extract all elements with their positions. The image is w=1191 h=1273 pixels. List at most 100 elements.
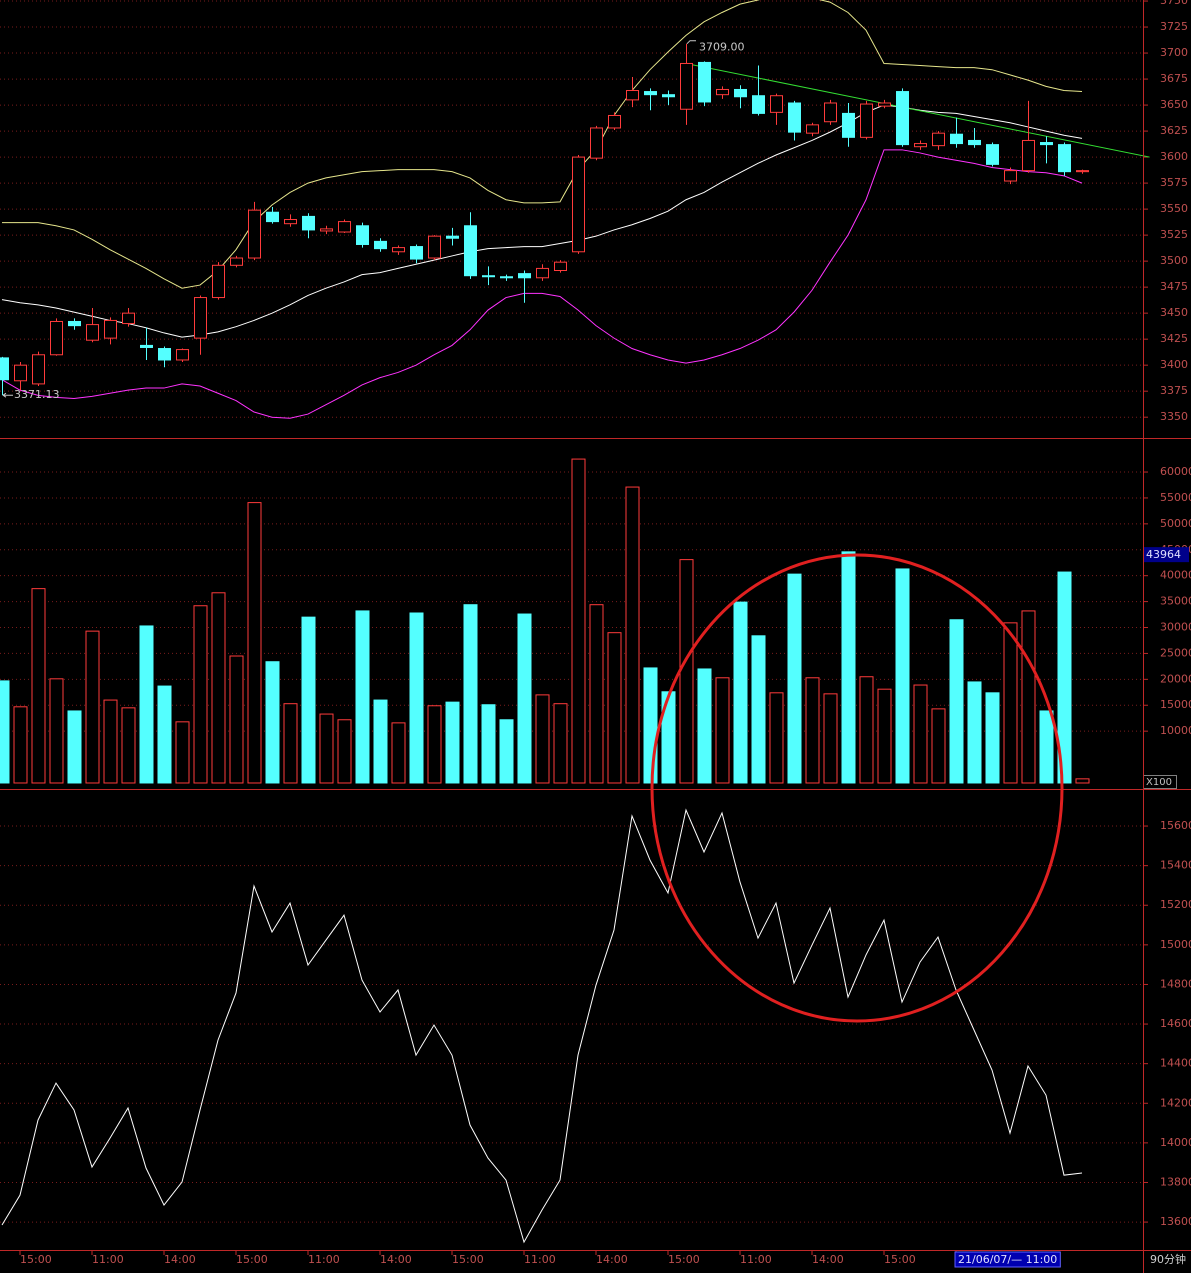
candle-body <box>230 257 243 266</box>
volume-bar <box>229 655 244 784</box>
volume-bar <box>319 713 334 784</box>
volume-bar <box>931 708 946 784</box>
candle-body <box>194 297 207 339</box>
candle-body <box>806 124 819 134</box>
volume-bar <box>337 719 352 784</box>
candle-body <box>986 144 999 165</box>
volume-bar <box>31 588 46 784</box>
candle-body <box>68 320 81 327</box>
volume-bar <box>0 680 10 784</box>
y-tick-label: 14800 <box>1160 977 1191 990</box>
volume-bar <box>301 616 316 784</box>
y-tick-label: 13600 <box>1160 1215 1191 1228</box>
volume-bar <box>661 691 676 784</box>
candle-body <box>1022 139 1035 172</box>
candle-body <box>662 94 675 98</box>
volume-bar <box>535 694 550 784</box>
candle-body <box>752 95 765 114</box>
y-tick-label: 15200 <box>1160 898 1191 911</box>
y-tick-label: 3600 <box>1160 150 1188 163</box>
candle-body <box>248 209 261 259</box>
volume-bar <box>427 705 442 784</box>
candle-body <box>734 88 747 98</box>
volume-bar <box>391 722 406 784</box>
volume-bar <box>211 592 226 784</box>
volume-bar <box>517 613 532 784</box>
x-tick-label: 11:00 <box>740 1253 772 1266</box>
volume-bar <box>1021 610 1036 784</box>
y-tick-label: 3700 <box>1160 46 1188 59</box>
candle-body <box>680 62 693 110</box>
volume-bar <box>715 677 730 784</box>
y-tick-label: 3625 <box>1160 124 1188 137</box>
candle-body <box>842 112 855 138</box>
candle-body <box>356 225 369 245</box>
volume-bar <box>499 719 514 784</box>
candle-body <box>158 348 171 361</box>
x-tick-label: 14:00 <box>812 1253 844 1266</box>
volume-bar <box>49 678 64 784</box>
volume-bar <box>625 486 640 784</box>
y-tick-label: 3425 <box>1160 332 1188 345</box>
x-tick-label: 14:00 <box>380 1253 412 1266</box>
volume-bar <box>697 668 712 784</box>
volume-bar <box>733 601 748 784</box>
volume-bar <box>139 625 154 784</box>
high-marker-line <box>686 40 696 45</box>
candle-body <box>536 267 549 279</box>
x-tick-label: 15:00 <box>668 1253 700 1266</box>
candle-body <box>500 276 513 279</box>
candle-body <box>1040 142 1053 146</box>
candle-body <box>572 156 585 253</box>
candle-body <box>464 225 477 277</box>
candle-body <box>968 139 981 146</box>
candle-body <box>374 240 387 250</box>
volume-bar <box>643 667 658 784</box>
volume-bar <box>103 699 118 784</box>
volume-bar <box>751 635 766 784</box>
candle-body <box>266 211 279 223</box>
candle-body <box>104 319 117 339</box>
current-volume-label: 43964 <box>1146 548 1181 561</box>
volume-bar <box>895 568 910 784</box>
candle-body <box>950 133 963 145</box>
volume-bar <box>553 703 568 784</box>
y-tick-label: 14400 <box>1160 1057 1191 1070</box>
x-tick-label: 14:00 <box>596 1253 628 1266</box>
candle-body <box>518 273 531 279</box>
candle-body <box>302 215 315 231</box>
y-tick-label: 14200 <box>1160 1096 1191 1109</box>
volume-bar <box>409 612 424 784</box>
y-tick-label: 3725 <box>1160 20 1188 33</box>
candle-body <box>212 264 225 299</box>
candle-body <box>824 102 837 123</box>
candle-body <box>1076 170 1089 173</box>
candle-body <box>320 228 333 232</box>
cursor-label-box <box>954 1251 1061 1268</box>
y-tick-label: 14600 <box>1160 1017 1191 1030</box>
candle-body <box>338 221 351 233</box>
cursor-label: 21/06/07/— 11:00 <box>958 1253 1057 1266</box>
trend-line <box>685 62 1150 158</box>
candle-body <box>32 354 45 385</box>
candle-body <box>608 114 621 129</box>
period-label: 90分钟 <box>1150 1252 1186 1266</box>
low-marker-label: 3371.13 <box>14 388 60 401</box>
volume-bar <box>157 685 172 784</box>
x-tick-label: 11:00 <box>92 1253 124 1266</box>
band-line <box>1 149 1083 419</box>
y-tick-label: 50000 <box>1160 517 1191 530</box>
volume-bar <box>589 604 604 784</box>
y-tick-label: 20000 <box>1160 672 1191 685</box>
volume-bar <box>463 604 478 784</box>
highlight-circle <box>650 553 1064 1023</box>
indicator-line <box>1 808 1083 1244</box>
volume-bar <box>1003 622 1018 784</box>
volume-bar <box>13 706 28 784</box>
candle-body <box>50 320 63 356</box>
candle-body <box>176 349 189 361</box>
y-tick-label: 3750 <box>1160 0 1188 7</box>
candle-body <box>122 312 135 325</box>
